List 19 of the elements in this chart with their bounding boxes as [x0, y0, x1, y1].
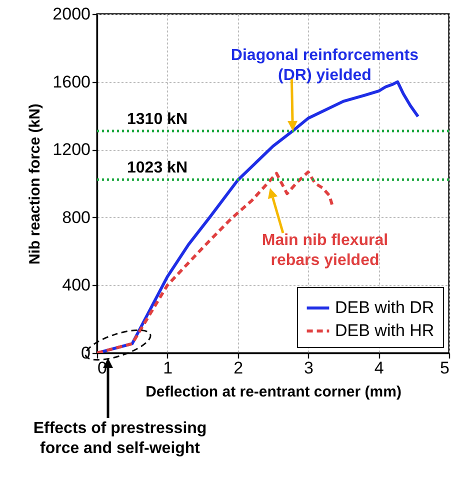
- y-tick-label: 800: [62, 208, 90, 227]
- legend-label: DEB with DR: [335, 298, 434, 317]
- annotation: Diagonal reinforcements (DR) yielded: [230, 46, 419, 84]
- x-tick-label: 1: [163, 358, 173, 378]
- x-tick-label: 5: [440, 358, 450, 378]
- x-axis-title: Deflection at re-entrant corner (mm): [146, 384, 402, 400]
- legend-label: DEB with HR: [335, 321, 434, 340]
- y-tick-label: 1600: [52, 72, 90, 92]
- y-tick-label: 1200: [52, 140, 90, 160]
- annotation: Main nib flexural rebars yielded: [262, 232, 388, 269]
- y-axis-title: Nib reaction force (kN): [26, 104, 44, 264]
- ref-line-label: 1023 kN: [127, 160, 188, 177]
- x-tick-label: 2: [234, 358, 244, 378]
- y-tick-label: 400: [62, 276, 90, 295]
- text: Effects of prestressing force and self-weight: [33, 420, 207, 457]
- y-tick-label: 2000: [52, 4, 90, 24]
- ref-line-label: 1310 kN: [127, 110, 188, 128]
- x-tick-label: 4: [374, 358, 384, 378]
- x-tick-label: 3: [304, 358, 314, 378]
